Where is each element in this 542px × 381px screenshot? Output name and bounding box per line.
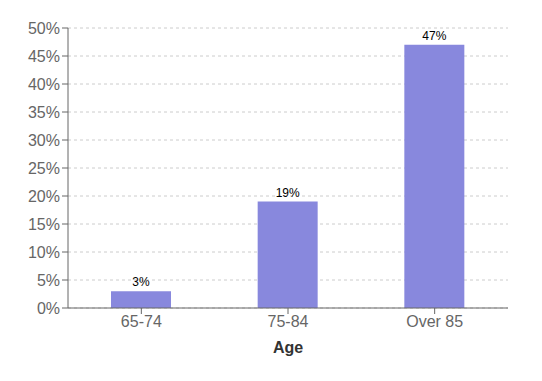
svg-text:40%: 40%	[28, 76, 60, 93]
svg-text:20%: 20%	[28, 188, 60, 205]
svg-text:75-84: 75-84	[268, 313, 309, 330]
svg-text:3%: 3%	[132, 275, 150, 289]
svg-text:Age: Age	[273, 339, 303, 356]
svg-text:50%: 50%	[28, 20, 60, 37]
svg-text:25%: 25%	[28, 160, 60, 177]
svg-text:30%: 30%	[28, 132, 60, 149]
svg-text:0%: 0%	[37, 300, 60, 317]
svg-text:15%: 15%	[28, 216, 60, 233]
svg-text:10%: 10%	[28, 244, 60, 261]
svg-text:45%: 45%	[28, 48, 60, 65]
svg-text:65-74: 65-74	[121, 313, 162, 330]
svg-text:5%: 5%	[37, 272, 60, 289]
svg-text:35%: 35%	[28, 104, 60, 121]
svg-text:19%: 19%	[276, 186, 300, 200]
svg-text:Over 85: Over 85	[406, 313, 463, 330]
svg-text:47%: 47%	[422, 29, 446, 43]
